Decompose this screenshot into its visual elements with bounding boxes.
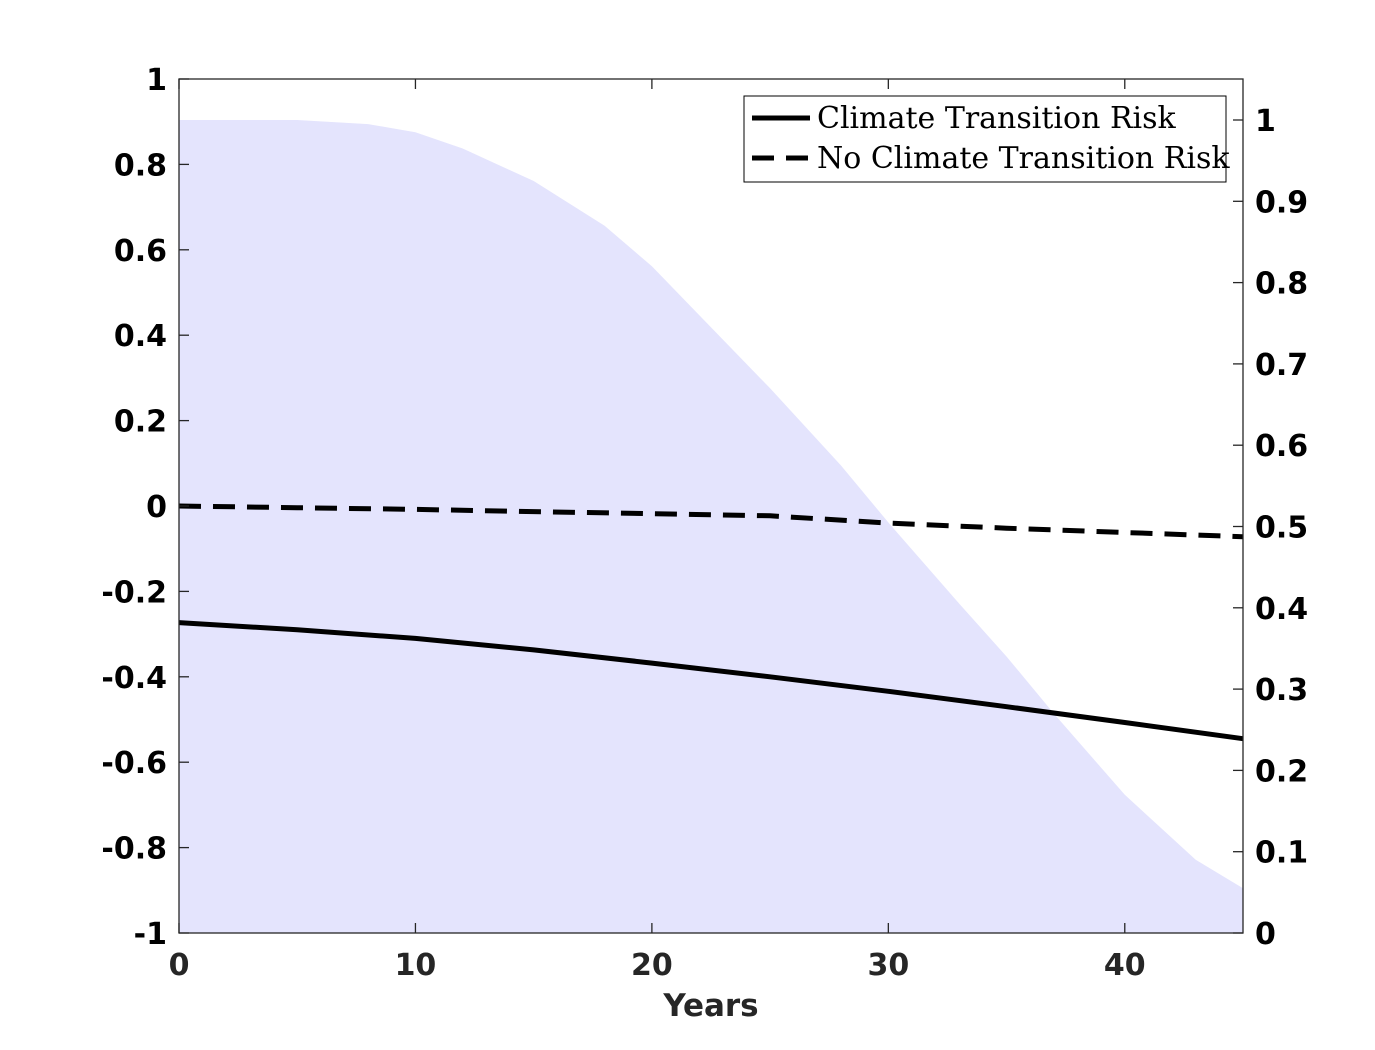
y-tick-label-left: -0.6 (101, 746, 167, 781)
tick-layer: 0 10 20 30 4010.80.60.40.20-0.2-0.4-0.6-0.8-… (101, 63, 1308, 983)
x-tick-label: 30 (867, 948, 909, 983)
y-tick-label-left: 0.2 (114, 405, 167, 440)
climate-transition-risk-line (178, 620, 1244, 742)
y-tick-label-right: 0.2 (1255, 754, 1308, 789)
y-tick-label-right: 1 (1255, 104, 1276, 139)
y-tick-label-left: 0.8 (114, 148, 167, 183)
y-tick-label-left: -0.8 (101, 832, 167, 867)
y-tick-label-left: -1 (134, 917, 167, 952)
x-tick-label: 20 (631, 948, 673, 983)
y-tick-label-right: 0.4 (1255, 592, 1308, 627)
y-tick-label-right: 0.6 (1255, 429, 1308, 464)
legend: Climate Transition Risk No Climate Transi… (743, 95, 1230, 183)
y-tick-label-left: 1 (146, 63, 167, 98)
x-tick-label: 40 (1104, 948, 1146, 983)
y-tick-label-right: 0 (1255, 917, 1276, 952)
line-layer (178, 503, 1244, 742)
x-axis-title: Years (662, 988, 758, 1024)
y-tick-label-left: -0.4 (101, 661, 167, 696)
y-tick-label-right: 0.3 (1255, 673, 1308, 708)
y-tick-label-right: 0.9 (1255, 185, 1308, 220)
legend-label: No Climate Transition Risk (817, 141, 1230, 176)
y-tick-label-right: 0.5 (1255, 511, 1308, 546)
legend-items: Climate Transition Risk No Climate Transi… (752, 101, 1230, 176)
y-tick-label-left: 0.6 (114, 234, 167, 269)
y-tick-label-right: 0.1 (1255, 836, 1308, 871)
x-tick-label: 0 (169, 948, 190, 983)
y-tick-label-right: 0.7 (1255, 348, 1308, 383)
y-tick-label-left: 0 (146, 490, 167, 525)
y-tick-label-right: 0.8 (1255, 267, 1308, 302)
probability-area (179, 120, 1243, 933)
no-climate-transition-risk-line (178, 503, 1244, 540)
legend-label: Climate Transition Risk (817, 101, 1177, 136)
plot-area: 0 10 20 30 4010.80.60.40.20-0.2-0.4-0.6-0.8-… (101, 63, 1308, 983)
x-tick-label: 10 (395, 948, 437, 983)
y-tick-label-left: -0.2 (101, 575, 167, 610)
area-layer (179, 120, 1243, 933)
y-tick-label-left: 0.4 (114, 319, 167, 354)
legend-box (743, 95, 1227, 183)
